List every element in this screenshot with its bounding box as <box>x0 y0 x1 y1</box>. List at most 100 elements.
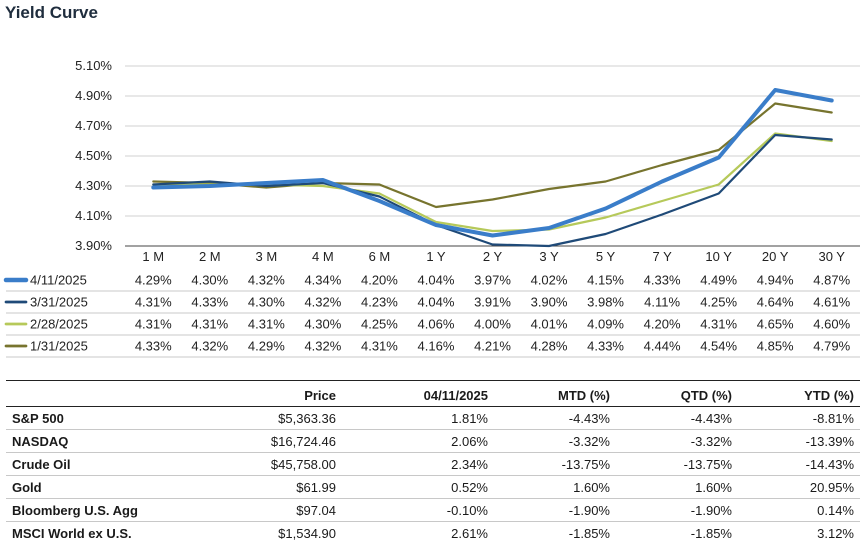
x-tick-label: 1 M <box>142 249 164 264</box>
x-tick-label: 6 M <box>369 249 391 264</box>
data-label: 4.15% <box>587 273 624 288</box>
col-header-qtd: QTD (%) <box>616 384 738 407</box>
col-header-name <box>6 384 180 407</box>
market-performance-table: Price 04/11/2025 MTD (%) QTD (%) YTD (%)… <box>6 384 860 544</box>
data-label: 4.65% <box>757 317 794 332</box>
data-label: 4.60% <box>813 317 850 332</box>
row-price: $97.04 <box>180 499 342 522</box>
row-qtd: 1.60% <box>616 476 738 499</box>
data-label: 4.04% <box>418 273 455 288</box>
row-mtd: 1.60% <box>494 476 616 499</box>
col-header-price: Price <box>180 384 342 407</box>
row-name: NASDAQ <box>6 430 180 453</box>
table-header-row: Price 04/11/2025 MTD (%) QTD (%) YTD (%) <box>6 384 860 407</box>
row-ytd: -8.81% <box>738 407 860 430</box>
data-label: 4.31% <box>248 317 285 332</box>
row-name: Crude Oil <box>6 453 180 476</box>
row-mtd: -13.75% <box>494 453 616 476</box>
data-label: 4.25% <box>700 295 737 310</box>
data-label: 3.90% <box>531 295 568 310</box>
data-label: 4.33% <box>191 295 228 310</box>
data-label: 4.31% <box>135 295 172 310</box>
data-label: 4.25% <box>361 317 398 332</box>
data-label: 4.30% <box>248 295 285 310</box>
data-label: 4.34% <box>304 273 341 288</box>
data-label: 4.44% <box>644 339 681 354</box>
row-mtd: -4.43% <box>494 407 616 430</box>
data-label: 4.30% <box>304 317 341 332</box>
row-day: 2.06% <box>342 430 494 453</box>
table-row: Crude Oil $45,758.00 2.34% -13.75% -13.7… <box>6 453 860 476</box>
data-label: 4.87% <box>813 273 850 288</box>
row-name: Gold <box>6 476 180 499</box>
data-label: 4.20% <box>644 317 681 332</box>
data-label: 4.21% <box>474 339 511 354</box>
legend-label: 1/31/2025 <box>30 339 88 354</box>
table-row: S&P 500 $5,363.36 1.81% -4.43% -4.43% -8… <box>6 407 860 430</box>
data-label: 4.85% <box>757 339 794 354</box>
data-label: 4.06% <box>418 317 455 332</box>
y-tick-label: 4.70% <box>75 118 112 133</box>
row-ytd: 0.14% <box>738 499 860 522</box>
x-tick-label: 2 M <box>199 249 221 264</box>
x-tick-label: 3 M <box>256 249 278 264</box>
data-label: 4.33% <box>135 339 172 354</box>
row-name: Bloomberg U.S. Agg <box>6 499 180 522</box>
data-label: 4.09% <box>587 317 624 332</box>
series-line-4-11-2025 <box>153 90 831 236</box>
row-price: $45,758.00 <box>180 453 342 476</box>
row-qtd: -13.75% <box>616 453 738 476</box>
data-label: 4.28% <box>531 339 568 354</box>
data-label: 4.00% <box>474 317 511 332</box>
data-label: 4.02% <box>531 273 568 288</box>
row-price: $5,363.36 <box>180 407 342 430</box>
row-day: 1.81% <box>342 407 494 430</box>
data-label: 4.29% <box>135 273 172 288</box>
data-label: 3.97% <box>474 273 511 288</box>
x-tick-label: 1 Y <box>426 249 446 264</box>
data-label: 4.23% <box>361 295 398 310</box>
y-tick-label: 4.10% <box>75 208 112 223</box>
x-tick-label: 20 Y <box>762 249 789 264</box>
data-label: 4.32% <box>191 339 228 354</box>
data-label: 4.04% <box>418 295 455 310</box>
data-label: 4.33% <box>587 339 624 354</box>
data-label: 4.31% <box>700 317 737 332</box>
row-mtd: -3.32% <box>494 430 616 453</box>
row-ytd: -14.43% <box>738 453 860 476</box>
data-label: 4.49% <box>700 273 737 288</box>
table-row: Bloomberg U.S. Agg $97.04 -0.10% -1.90% … <box>6 499 860 522</box>
row-day: 2.34% <box>342 453 494 476</box>
data-label: 4.32% <box>304 295 341 310</box>
table-top-border <box>6 380 860 381</box>
x-tick-label: 2 Y <box>483 249 503 264</box>
x-tick-label: 30 Y <box>818 249 845 264</box>
legend-label: 2/28/2025 <box>30 317 88 332</box>
table-row: Gold $61.99 0.52% 1.60% 1.60% 20.95% <box>6 476 860 499</box>
row-mtd: -1.90% <box>494 499 616 522</box>
data-label: 4.79% <box>813 339 850 354</box>
data-label: 4.61% <box>813 295 850 310</box>
row-ytd: -13.39% <box>738 430 860 453</box>
row-qtd: -4.43% <box>616 407 738 430</box>
row-price: $61.99 <box>180 476 342 499</box>
x-tick-label: 7 Y <box>652 249 672 264</box>
data-label: 4.94% <box>757 273 794 288</box>
x-tick-label: 5 Y <box>596 249 616 264</box>
data-label: 3.91% <box>474 295 511 310</box>
row-day: 0.52% <box>342 476 494 499</box>
y-tick-label: 5.10% <box>75 58 112 73</box>
row-price: $16,724.46 <box>180 430 342 453</box>
legend-label: 3/31/2025 <box>30 295 88 310</box>
data-label: 4.33% <box>644 273 681 288</box>
x-tick-label: 10 Y <box>705 249 732 264</box>
col-header-day: 04/11/2025 <box>342 384 494 407</box>
data-label: 4.64% <box>757 295 794 310</box>
data-label: 4.32% <box>248 273 285 288</box>
y-tick-label: 4.90% <box>75 88 112 103</box>
row-day: -0.10% <box>342 499 494 522</box>
y-tick-label: 4.30% <box>75 178 112 193</box>
x-tick-label: 3 Y <box>539 249 559 264</box>
table-row: NASDAQ $16,724.46 2.06% -3.32% -3.32% -1… <box>6 430 860 453</box>
